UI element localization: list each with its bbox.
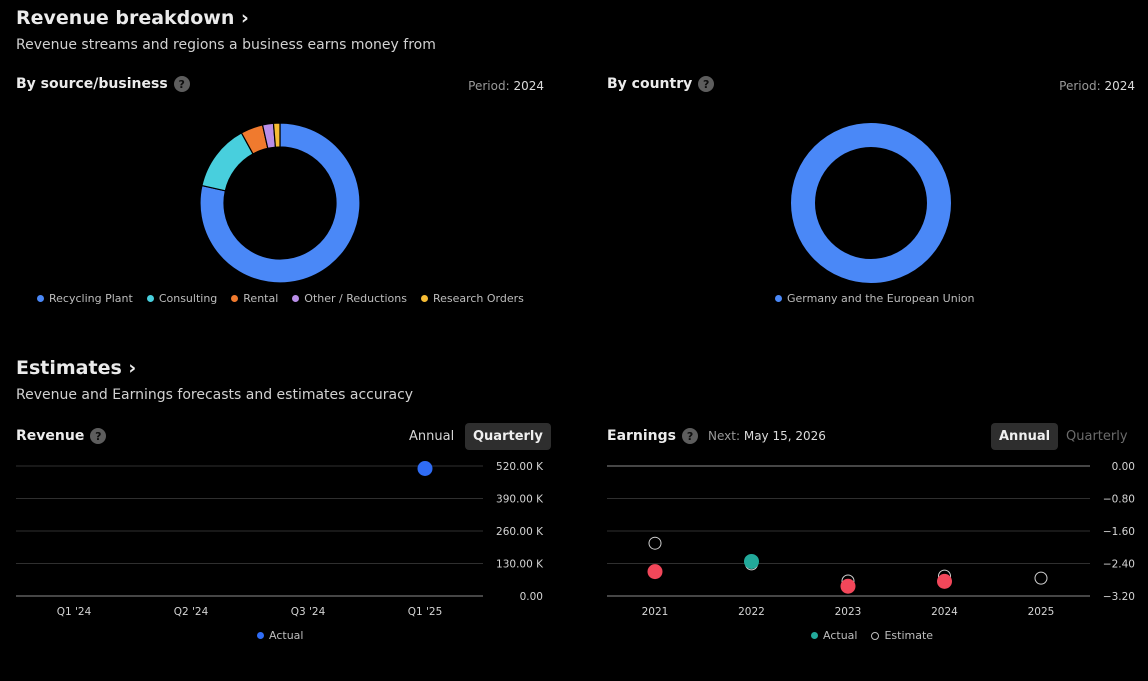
- x-tick-label: Q1 '24: [57, 606, 92, 618]
- legend-item[interactable]: Actual: [811, 629, 857, 642]
- legend-dot-icon: [257, 632, 264, 639]
- revenue-panel-title: Revenue: [16, 428, 84, 444]
- legend-dot-icon: [421, 295, 428, 302]
- revenue-breakdown-subtitle: Revenue streams and regions a business e…: [16, 37, 436, 53]
- y-tick-label: −1.60: [1103, 526, 1135, 538]
- x-tick-label: Q2 '24: [174, 606, 209, 618]
- revenue-quarterly-toggle[interactable]: Quarterly: [465, 423, 551, 450]
- y-tick-label: 130.00 K: [496, 559, 544, 571]
- legend-item[interactable]: Estimate: [871, 629, 933, 642]
- earnings-actual-point[interactable]: [841, 579, 856, 594]
- y-tick-label: 260.00 K: [496, 526, 544, 538]
- x-tick-label: Q3 '24: [291, 606, 326, 618]
- y-tick-label: 0.00: [1112, 461, 1135, 473]
- earnings-chart: 0.00 −0.80 −1.60 −2.40 −3.20 2021 2022 2023 2024…: [590, 455, 1148, 625]
- by-source-title: By source/business: [16, 76, 168, 92]
- revenue-annual-toggle[interactable]: Annual: [401, 423, 462, 450]
- by-country-title: By country: [607, 76, 692, 92]
- country-legend: Germany and the European Union: [775, 292, 974, 305]
- y-tick-label: −0.80: [1103, 494, 1135, 506]
- earnings-next-date: Next: May 15, 2026: [708, 429, 826, 443]
- legend-item[interactable]: Research Orders: [421, 292, 524, 305]
- earnings-actual-point[interactable]: [937, 574, 952, 589]
- legend-item[interactable]: Consulting: [147, 292, 217, 305]
- legend-circle-icon: [871, 632, 879, 640]
- legend-item[interactable]: Other / Reductions: [292, 292, 407, 305]
- earnings-actual-point[interactable]: [744, 554, 759, 569]
- donut-slice-germany-and-the-european-union[interactable]: [803, 135, 939, 271]
- help-icon[interactable]: ?: [90, 428, 106, 444]
- y-tick-label: −3.20: [1103, 591, 1135, 603]
- earnings-panel-title: Earnings: [607, 428, 676, 444]
- legend-item[interactable]: Germany and the European Union: [775, 292, 974, 305]
- legend-dot-icon: [775, 295, 782, 302]
- legend-item[interactable]: Recycling Plant: [37, 292, 133, 305]
- earnings-quarterly-toggle[interactable]: Quarterly: [1058, 423, 1136, 450]
- source-donut-chart: [190, 113, 370, 293]
- x-tick-label: Q1 '25: [408, 606, 443, 618]
- by-country-period: Period: 2024: [1059, 79, 1135, 93]
- revenue-breakdown-title[interactable]: Revenue breakdown ›: [16, 7, 249, 29]
- y-tick-label: −2.40: [1103, 559, 1135, 571]
- x-tick-label: 2021: [642, 606, 669, 618]
- earnings-legend: Actual Estimate: [811, 629, 933, 642]
- x-tick-label: 2025: [1028, 606, 1055, 618]
- earnings-estimate-point[interactable]: [1035, 572, 1047, 584]
- legend-dot-icon: [37, 295, 44, 302]
- country-donut-chart: [781, 113, 961, 293]
- help-icon[interactable]: ?: [682, 428, 698, 444]
- legend-dot-icon: [147, 295, 154, 302]
- y-tick-label: 0.00: [520, 591, 543, 603]
- x-tick-label: 2024: [931, 606, 958, 618]
- legend-dot-icon: [811, 632, 818, 639]
- legend-dot-icon: [292, 295, 299, 302]
- revenue-panel-header: Revenue ?: [16, 428, 106, 444]
- by-source-period: Period: 2024: [468, 79, 544, 93]
- donut-slice-consulting[interactable]: [202, 133, 253, 191]
- revenue-chart: 520.00 K 390.00 K 260.00 K 130.00 K 0.00 Q1 '…: [0, 455, 560, 625]
- y-tick-label: 390.00 K: [496, 494, 544, 506]
- x-tick-label: 2022: [738, 606, 765, 618]
- help-icon[interactable]: ?: [698, 76, 714, 92]
- x-tick-label: 2023: [835, 606, 862, 618]
- y-tick-label: 520.00 K: [496, 461, 544, 473]
- estimates-subtitle: Revenue and Earnings forecasts and estim…: [16, 387, 413, 403]
- by-source-header: By source/business ?: [16, 76, 190, 92]
- earnings-panel-header: Earnings ? Next: May 15, 2026: [607, 428, 826, 444]
- legend-item[interactable]: Actual: [257, 629, 303, 642]
- legend-dot-icon: [231, 295, 238, 302]
- earnings-estimate-point[interactable]: [649, 537, 661, 549]
- revenue-actual-point[interactable]: [418, 461, 433, 476]
- legend-item[interactable]: Rental: [231, 292, 278, 305]
- revenue-legend: Actual: [257, 629, 303, 642]
- by-country-header: By country ?: [607, 76, 714, 92]
- help-icon[interactable]: ?: [174, 76, 190, 92]
- source-legend: Recycling Plant Consulting Rental Other …: [37, 292, 524, 305]
- earnings-annual-toggle[interactable]: Annual: [991, 423, 1058, 450]
- estimates-title[interactable]: Estimates ›: [16, 357, 136, 379]
- earnings-actual-point[interactable]: [648, 564, 663, 579]
